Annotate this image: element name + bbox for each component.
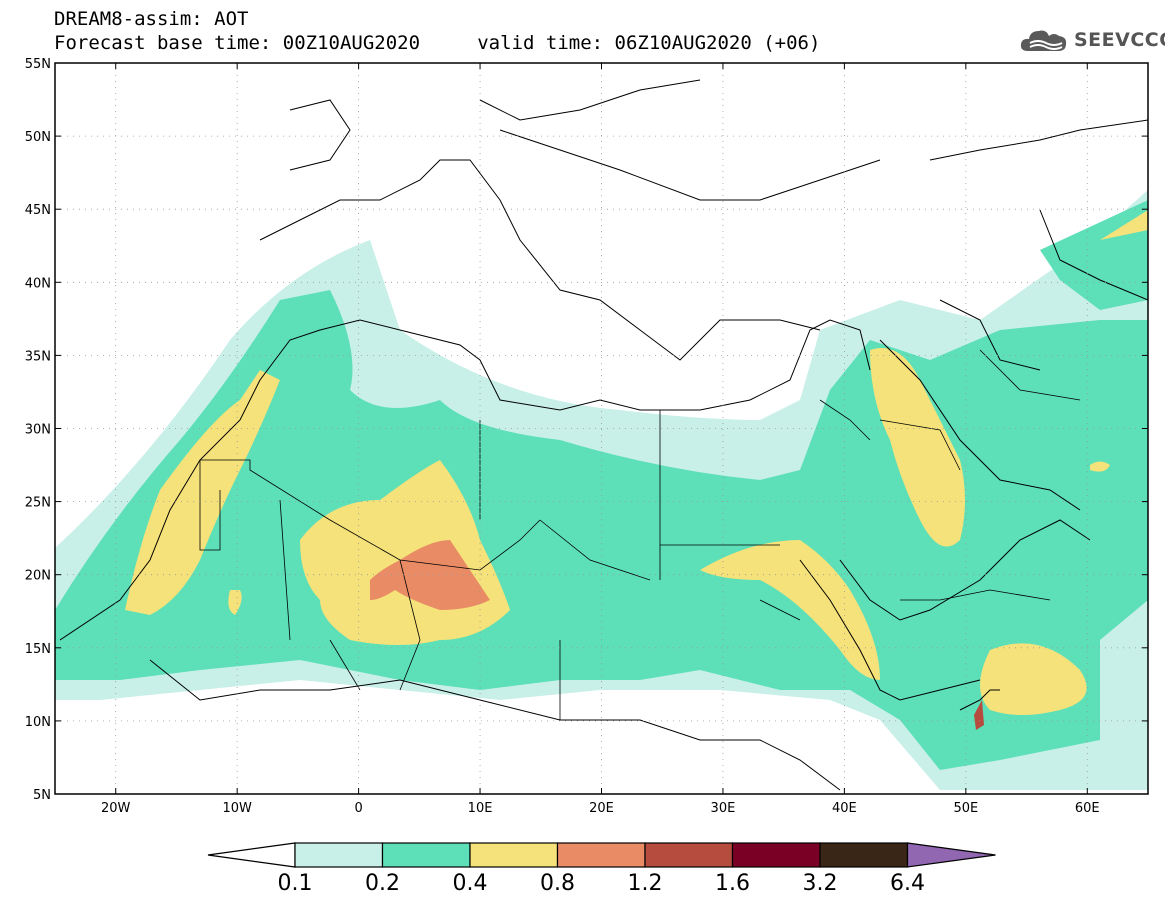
colorbar-segment	[381, 842, 471, 868]
lat-label: 45N	[25, 203, 51, 218]
lat-label: 5N	[33, 788, 51, 803]
forecast-times: Forecast base time: 00Z10AUG2020 valid t…	[54, 32, 821, 54]
lon-label: 40E	[832, 801, 857, 816]
lon-label: 10E	[468, 801, 493, 816]
aot-level-0.8	[370, 540, 490, 610]
colorbar-segment	[556, 842, 646, 868]
colorbar-label: 6.4	[890, 871, 925, 896]
lat-label: 10N	[25, 715, 51, 730]
lat-label: 25N	[25, 496, 51, 511]
lon-label: 20E	[589, 801, 614, 816]
lat-label: 35N	[25, 349, 51, 364]
colorbar-segment	[644, 842, 734, 868]
colorbar-label: 0.2	[365, 871, 400, 896]
colorbar-under-arrow	[207, 842, 296, 868]
coastlines	[59, 79, 1148, 791]
lat-label: 40N	[25, 276, 51, 291]
seevccc-logo: SEEVCCC	[1018, 24, 1165, 56]
lat-label: 15N	[25, 642, 51, 657]
lat-label: 20N	[25, 569, 51, 584]
colorbar-label: 1.2	[628, 871, 663, 896]
logo-text: SEEVCCC	[1074, 29, 1165, 51]
colorbar-segment	[469, 842, 559, 868]
longitude-labels: 20W 10W 0 10E 20E 30E 40E 50E 60E	[101, 63, 1100, 816]
lat-label: 50N	[25, 130, 51, 145]
colorbar-label: 0.4	[453, 871, 488, 896]
lon-label: 10W	[222, 801, 252, 816]
map-grid	[55, 63, 1148, 794]
lat-label: 30N	[25, 423, 51, 438]
colorbar: 0.1 0.2 0.4 0.8 1.2 1.6 3.2 6.4	[207, 842, 996, 896]
lon-label: 50E	[953, 801, 978, 816]
cloud-icon	[1020, 30, 1067, 51]
map-title: DREAM8-assim: AOT	[54, 8, 249, 30]
lon-label: 0	[354, 801, 362, 816]
colorbar-label: 0.8	[540, 871, 575, 896]
latitude-labels: 55N 50N 45N 40N 35N 30N 25N 20N 15N 10N 5N	[25, 57, 1148, 803]
colorbar-segment	[294, 842, 384, 868]
colorbar-over-arrow	[906, 842, 996, 868]
colorbar-segment	[819, 842, 909, 868]
country-borders	[199, 349, 1081, 720]
lon-label: 60E	[1075, 801, 1100, 816]
colorbar-label: 0.1	[278, 871, 313, 896]
aot-field	[55, 190, 1148, 790]
colorbar-segment	[731, 842, 821, 868]
colorbar-label: 1.6	[715, 871, 750, 896]
colorbar-label: 3.2	[803, 871, 838, 896]
lat-label: 55N	[25, 57, 51, 72]
lon-label: 30E	[711, 801, 736, 816]
aot-level-1.2	[974, 700, 984, 730]
lon-label: 20W	[101, 801, 131, 816]
